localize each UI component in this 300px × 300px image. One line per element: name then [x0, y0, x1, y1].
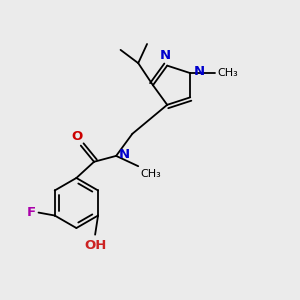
Text: CH₃: CH₃ [218, 68, 239, 78]
Text: N: N [118, 148, 130, 161]
Text: N: N [160, 49, 171, 62]
Text: CH₃: CH₃ [141, 169, 161, 178]
Text: O: O [72, 130, 83, 143]
Text: OH: OH [84, 239, 106, 252]
Text: N: N [194, 65, 205, 78]
Text: F: F [26, 206, 36, 219]
